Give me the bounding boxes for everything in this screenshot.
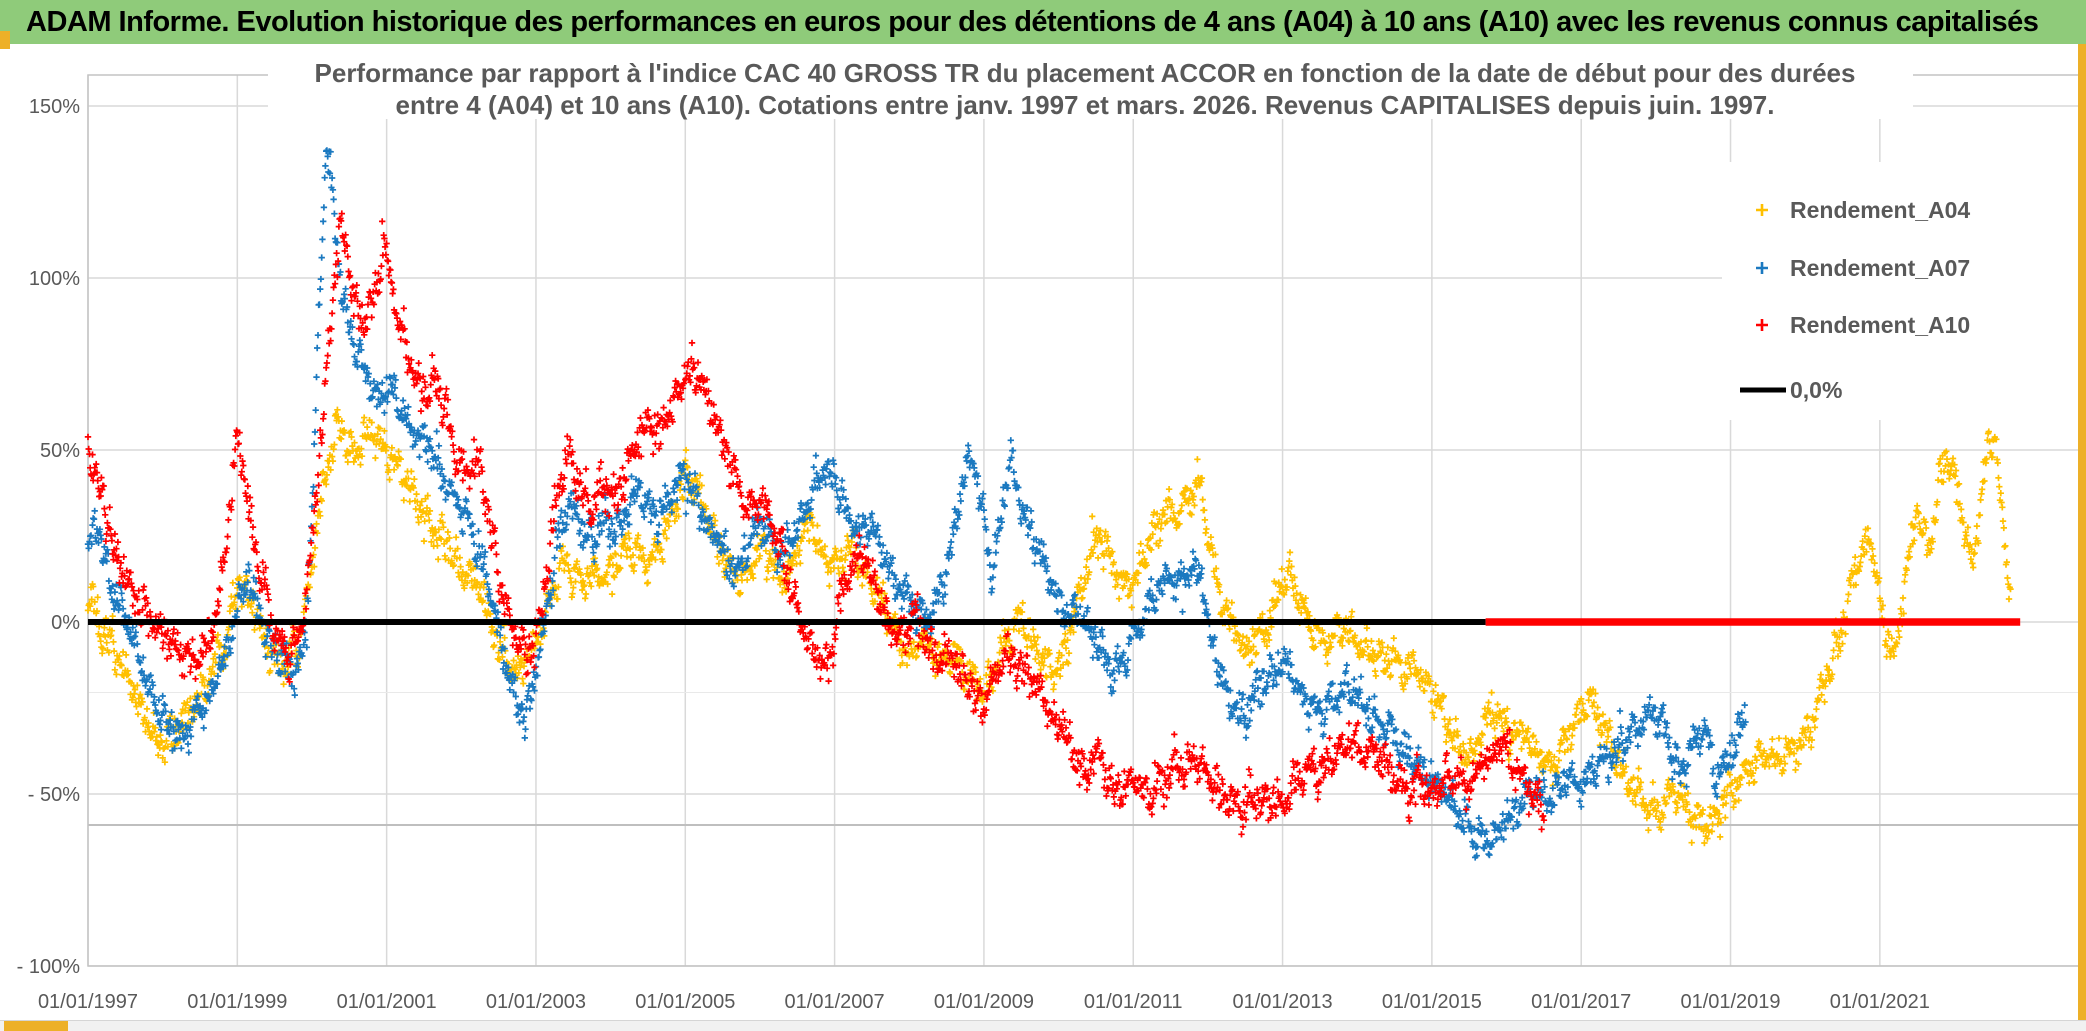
- y-axis-tick-label: 150%: [29, 96, 80, 118]
- x-axis-tick-label: 01/01/1999: [187, 991, 287, 1013]
- legend-item-rendement-a04[interactable]: Rendement_A04: [1756, 197, 1970, 223]
- x-axis-tick-label: 01/01/2015: [1382, 991, 1482, 1013]
- x-axis-tick-label: 01/01/2017: [1531, 991, 1631, 1013]
- yellow-accent-right-strip: [2078, 44, 2086, 1021]
- y-axis-tick-label: 100%: [29, 268, 80, 290]
- x-axis-tick-label: 01/01/2001: [337, 991, 437, 1013]
- legend-item-label: Rendement_A10: [1790, 312, 1970, 338]
- x-axis-tick-label: 01/01/2005: [635, 991, 735, 1013]
- page-title: ADAM Informe. Evolution historique des p…: [26, 5, 2039, 38]
- x-axis-tick-label: 01/01/2019: [1680, 991, 1780, 1013]
- x-axis-tick-label: 01/01/1997: [38, 991, 138, 1013]
- app-title-bar: ADAM Informe. Evolution historique des p…: [0, 0, 2086, 44]
- legend-item-label: Rendement_A04: [1790, 197, 1970, 223]
- y-axis-tick-label: 0%: [51, 612, 80, 634]
- legend-plus-marker-icon: [1756, 262, 1768, 274]
- chart-title-line1: Performance par rapport à l'indice CAC 4…: [315, 58, 1856, 88]
- legend-item-label: Rendement_A07: [1790, 255, 1970, 281]
- chart-legend[interactable]: Rendement_A04 Rendement_A07 Rendement_A10 0…: [1722, 162, 2078, 420]
- legend-plus-marker-icon: [1756, 319, 1768, 331]
- chart-title-line2: entre 4 (A04) et 10 ans (A10). Cotations…: [396, 90, 1775, 120]
- x-axis-tick-label: 01/01/2013: [1233, 991, 1333, 1013]
- series-Rendement_A07: [84, 147, 1749, 861]
- y-axis-tick-label: - 100%: [17, 956, 81, 978]
- x-axis-tick-label: 01/01/2007: [785, 991, 885, 1013]
- axis-tick-labels: 150% 100% 50% 0% - 50% - 100% 01/01/1997 01/01/…: [17, 96, 1930, 1013]
- legend-item-rendement-a10[interactable]: Rendement_A10: [1756, 312, 1970, 338]
- legend-plus-marker-icon: [1756, 204, 1768, 216]
- x-axis-tick-label: 01/01/2009: [934, 991, 1034, 1013]
- yellow-accent-bottom-left: [4, 1021, 68, 1031]
- legend-item-0-0-[interactable]: 0,0%: [1740, 377, 1842, 403]
- x-axis-tick-label: 01/01/2003: [486, 991, 586, 1013]
- legend-item-rendement-a07[interactable]: Rendement_A07: [1756, 255, 1970, 281]
- yellow-accent-top-left: [0, 31, 10, 49]
- bottom-scroll-strip[interactable]: [0, 1020, 2086, 1031]
- y-axis-tick-label: 50%: [40, 440, 80, 462]
- y-axis-tick-label: - 50%: [28, 784, 80, 806]
- x-axis-tick-label: 01/01/2011: [1084, 991, 1183, 1013]
- series-Rendement_A10: [84, 210, 1548, 838]
- series-Rendement_A04: [84, 406, 2014, 847]
- scatter-series: [84, 147, 2014, 861]
- legend-item-label: 0,0%: [1790, 377, 1842, 403]
- chart-title-backdrop: [268, 53, 1913, 119]
- x-axis-tick-label: 01/01/2021: [1830, 991, 1930, 1013]
- legend-backdrop: [1722, 162, 2078, 420]
